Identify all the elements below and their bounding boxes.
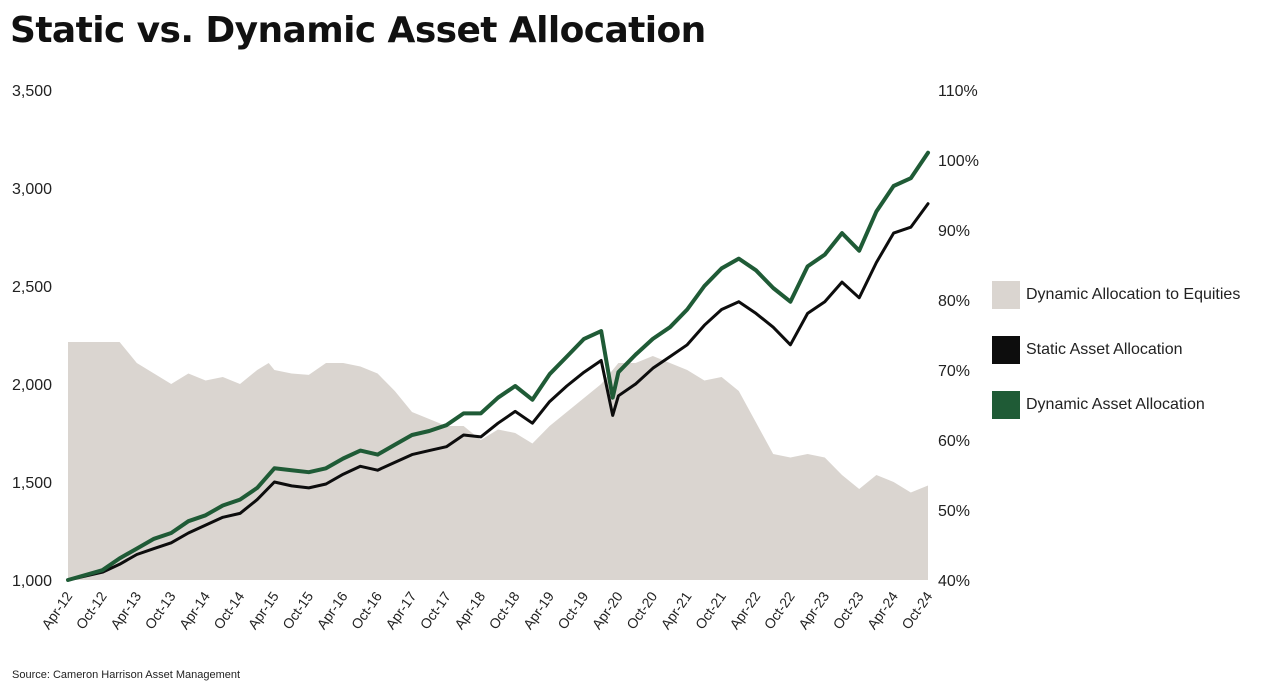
legend-label-static: Static Asset Allocation bbox=[1026, 341, 1183, 358]
x-tick-label: Apr-19 bbox=[520, 588, 557, 632]
x-tick-label: Apr-17 bbox=[382, 588, 419, 632]
line-static-asset-allocation bbox=[66, 202, 930, 582]
x-axis-ticks: Apr-12Oct-12Apr-13Oct-13Apr-14Oct-14Apr-… bbox=[38, 588, 935, 632]
x-tick-label: Apr-13 bbox=[107, 588, 144, 632]
left-tick-label: 3,000 bbox=[12, 181, 52, 198]
right-tick-label: 110% bbox=[938, 83, 978, 100]
legend-swatch-equities bbox=[992, 281, 1020, 309]
x-tick-label: Apr-14 bbox=[176, 588, 213, 632]
x-tick-label: Apr-21 bbox=[657, 588, 694, 632]
left-tick-label: 2,500 bbox=[12, 279, 52, 296]
chart-title: Static vs. Dynamic Asset Allocation bbox=[10, 10, 706, 51]
x-tick-label: Apr-16 bbox=[313, 588, 350, 632]
x-tick-label: Apr-18 bbox=[451, 588, 488, 632]
area-dynamic-allocation-to-equities bbox=[68, 342, 928, 580]
x-tick-label: Oct-13 bbox=[141, 588, 178, 632]
x-tick-label: Apr-23 bbox=[795, 588, 832, 632]
line-dynamic-asset-allocation bbox=[66, 150, 930, 582]
right-tick-label: 40% bbox=[938, 573, 970, 590]
legend: Dynamic Allocation to Equities Static As… bbox=[992, 280, 1240, 445]
x-tick-label: Apr-24 bbox=[864, 588, 901, 632]
legend-label-dynamic: Dynamic Asset Allocation bbox=[1026, 396, 1205, 413]
x-tick-label: Apr-20 bbox=[589, 588, 626, 632]
x-tick-label: Oct-14 bbox=[210, 588, 247, 632]
source-note: Source: Cameron Harrison Asset Managemen… bbox=[12, 669, 241, 681]
legend-swatch-static bbox=[992, 336, 1020, 364]
x-tick-label: Apr-12 bbox=[38, 588, 75, 632]
x-tick-label: Oct-19 bbox=[554, 588, 591, 632]
legend-item-dynamic: Dynamic Asset Allocation bbox=[992, 390, 1240, 420]
left-tick-label: 3,500 bbox=[12, 83, 52, 100]
series-lines bbox=[66, 150, 930, 582]
right-axis-ticks: 40% 50% 60% 70% 80% 90% 100% 110% bbox=[938, 83, 979, 590]
x-tick-label: Oct-17 bbox=[417, 588, 454, 632]
left-tick-label: 1,000 bbox=[12, 573, 52, 590]
equity-allocation-area bbox=[68, 342, 928, 580]
x-tick-label: Oct-24 bbox=[898, 588, 935, 632]
right-tick-label: 90% bbox=[938, 223, 970, 240]
x-tick-label: Apr-15 bbox=[245, 588, 282, 632]
left-tick-label: 1,500 bbox=[12, 475, 52, 492]
x-tick-label: Oct-21 bbox=[692, 588, 729, 632]
x-tick-label: Oct-12 bbox=[73, 588, 110, 632]
x-tick-label: Oct-23 bbox=[829, 588, 866, 632]
legend-swatch-dynamic bbox=[992, 391, 1020, 419]
x-tick-label: Oct-16 bbox=[348, 588, 385, 632]
right-tick-label: 70% bbox=[938, 363, 970, 380]
left-tick-label: 2,000 bbox=[12, 377, 52, 394]
legend-item-static: Static Asset Allocation bbox=[992, 335, 1240, 365]
right-tick-label: 80% bbox=[938, 293, 970, 310]
x-tick-label: Oct-15 bbox=[279, 588, 316, 632]
legend-label-equities: Dynamic Allocation to Equities bbox=[1026, 286, 1241, 303]
x-tick-label: Apr-22 bbox=[726, 588, 763, 632]
left-axis-ticks: 1,000 1,500 2,000 2,500 3,000 3,500 bbox=[12, 83, 52, 590]
x-tick-label: Oct-18 bbox=[485, 588, 522, 632]
right-tick-label: 100% bbox=[938, 153, 979, 170]
right-tick-label: 60% bbox=[938, 433, 970, 450]
legend-item-equities: Dynamic Allocation to Equities bbox=[992, 280, 1240, 310]
right-tick-label: 50% bbox=[938, 503, 970, 520]
x-tick-label: Oct-20 bbox=[623, 588, 660, 632]
x-tick-label: Oct-22 bbox=[761, 588, 798, 632]
